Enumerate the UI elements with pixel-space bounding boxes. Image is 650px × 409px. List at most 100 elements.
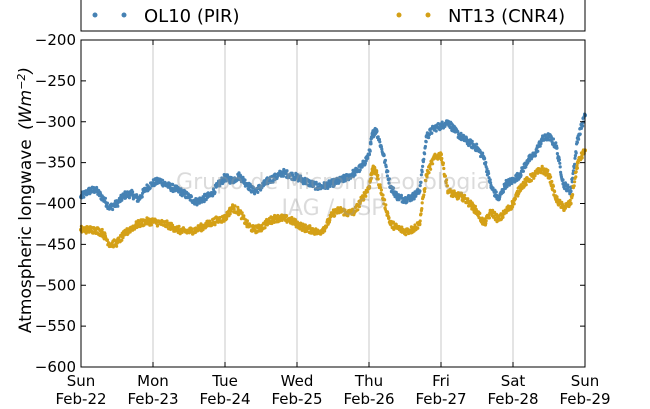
series-dot	[558, 161, 562, 165]
series-dot	[409, 225, 413, 229]
series-dot	[510, 205, 515, 209]
series-dot	[95, 185, 99, 190]
series-dot	[570, 180, 574, 184]
series-dot	[466, 197, 470, 201]
series-dot	[384, 203, 388, 207]
series-dot	[271, 180, 275, 184]
series-dot	[367, 152, 371, 156]
series-dot	[369, 142, 373, 146]
series-dot	[148, 186, 152, 190]
series-dot	[550, 179, 554, 184]
x-tick-day: Mon	[137, 372, 169, 390]
series-dot	[484, 219, 488, 223]
series-dot	[577, 137, 581, 141]
series-dot	[422, 193, 426, 197]
series-dot	[494, 190, 498, 194]
legend: OL10 (PIR) NT13 (CNR4)	[80, 0, 586, 32]
series-dot	[369, 176, 373, 180]
series-dot	[532, 176, 536, 180]
x-tick-date: Feb-24	[199, 390, 250, 408]
series-dot	[581, 124, 585, 128]
y-axis-label-exponent: −2	[15, 74, 28, 90]
series-dot	[177, 224, 181, 228]
series-dot	[529, 179, 534, 183]
series-dot	[419, 180, 423, 184]
x-tick-date: Feb-26	[343, 390, 394, 408]
series-dot	[555, 152, 560, 156]
series-dot	[342, 213, 346, 217]
series-dot	[573, 180, 577, 184]
x-tick-day: Fri	[432, 372, 450, 390]
series-dot	[575, 140, 580, 144]
x-tick-day: Thu	[354, 372, 383, 390]
x-tick-day: Tue	[211, 372, 238, 390]
series-dot	[444, 181, 448, 185]
series-dot	[423, 187, 427, 191]
series-dot	[573, 156, 577, 160]
y-tick-label: −400	[35, 195, 76, 213]
series-dot	[386, 169, 390, 173]
watermark: Grupo de Micrometeorologia IAG / USP	[176, 170, 490, 221]
legend-label-nt13: NT13 (CNR4)	[448, 6, 565, 27]
series-dot	[571, 193, 575, 197]
series-dot	[333, 214, 337, 218]
series-dot	[115, 244, 119, 248]
series-dot	[364, 194, 368, 198]
series-dot	[563, 206, 568, 210]
x-tick-day: Sun	[571, 372, 600, 390]
plot-area	[81, 40, 585, 367]
series-dot	[539, 171, 544, 175]
series-dot	[276, 213, 280, 218]
series-dot	[375, 169, 379, 173]
series-dot	[382, 153, 386, 157]
series-dot	[131, 190, 135, 194]
series-dot	[346, 212, 350, 216]
series-dot	[117, 236, 121, 240]
series-dot	[416, 226, 420, 230]
series-dot	[362, 197, 366, 202]
series-dot	[120, 238, 124, 242]
series-dot	[424, 179, 428, 183]
series-dot	[420, 201, 424, 205]
series-dot	[557, 158, 562, 162]
series-dot	[524, 183, 528, 187]
series-dot	[243, 178, 247, 182]
series-dot	[533, 174, 537, 178]
series-dot	[429, 167, 433, 171]
series-dot	[473, 204, 477, 208]
series-dot	[376, 135, 380, 139]
series-dot	[459, 131, 463, 135]
series-dot	[363, 161, 367, 165]
series-dot	[311, 184, 315, 188]
series-dot	[391, 186, 395, 190]
series-dot	[257, 223, 261, 227]
series-dot	[540, 164, 544, 168]
y-tick-label: −300	[35, 113, 76, 131]
x-tick-date: Feb-23	[127, 390, 178, 408]
y-tick-label: −250	[35, 72, 76, 90]
series-dot	[484, 160, 488, 165]
series-dot	[383, 158, 387, 162]
series-dot	[561, 178, 565, 182]
series-dot	[127, 196, 131, 200]
series-dot	[568, 198, 572, 202]
series-dot	[493, 210, 497, 214]
y-tick-label: −550	[35, 317, 76, 335]
series-dot	[513, 197, 518, 201]
series-dot	[507, 183, 511, 187]
series-dot	[225, 217, 229, 221]
series-dot	[339, 206, 343, 210]
legend-marker-ol10-b	[121, 12, 127, 18]
y-axis-label-unit: (Wm−2)	[15, 67, 37, 130]
series-dot	[421, 164, 425, 168]
series-dot	[418, 223, 422, 227]
series-dot	[541, 134, 545, 138]
legend-box	[80, 0, 586, 32]
series-nt13	[79, 148, 587, 249]
series-dot	[555, 195, 559, 199]
series-dot	[366, 156, 370, 160]
series-dot	[418, 189, 422, 193]
series-dot	[245, 219, 249, 223]
series-dot	[328, 218, 332, 222]
